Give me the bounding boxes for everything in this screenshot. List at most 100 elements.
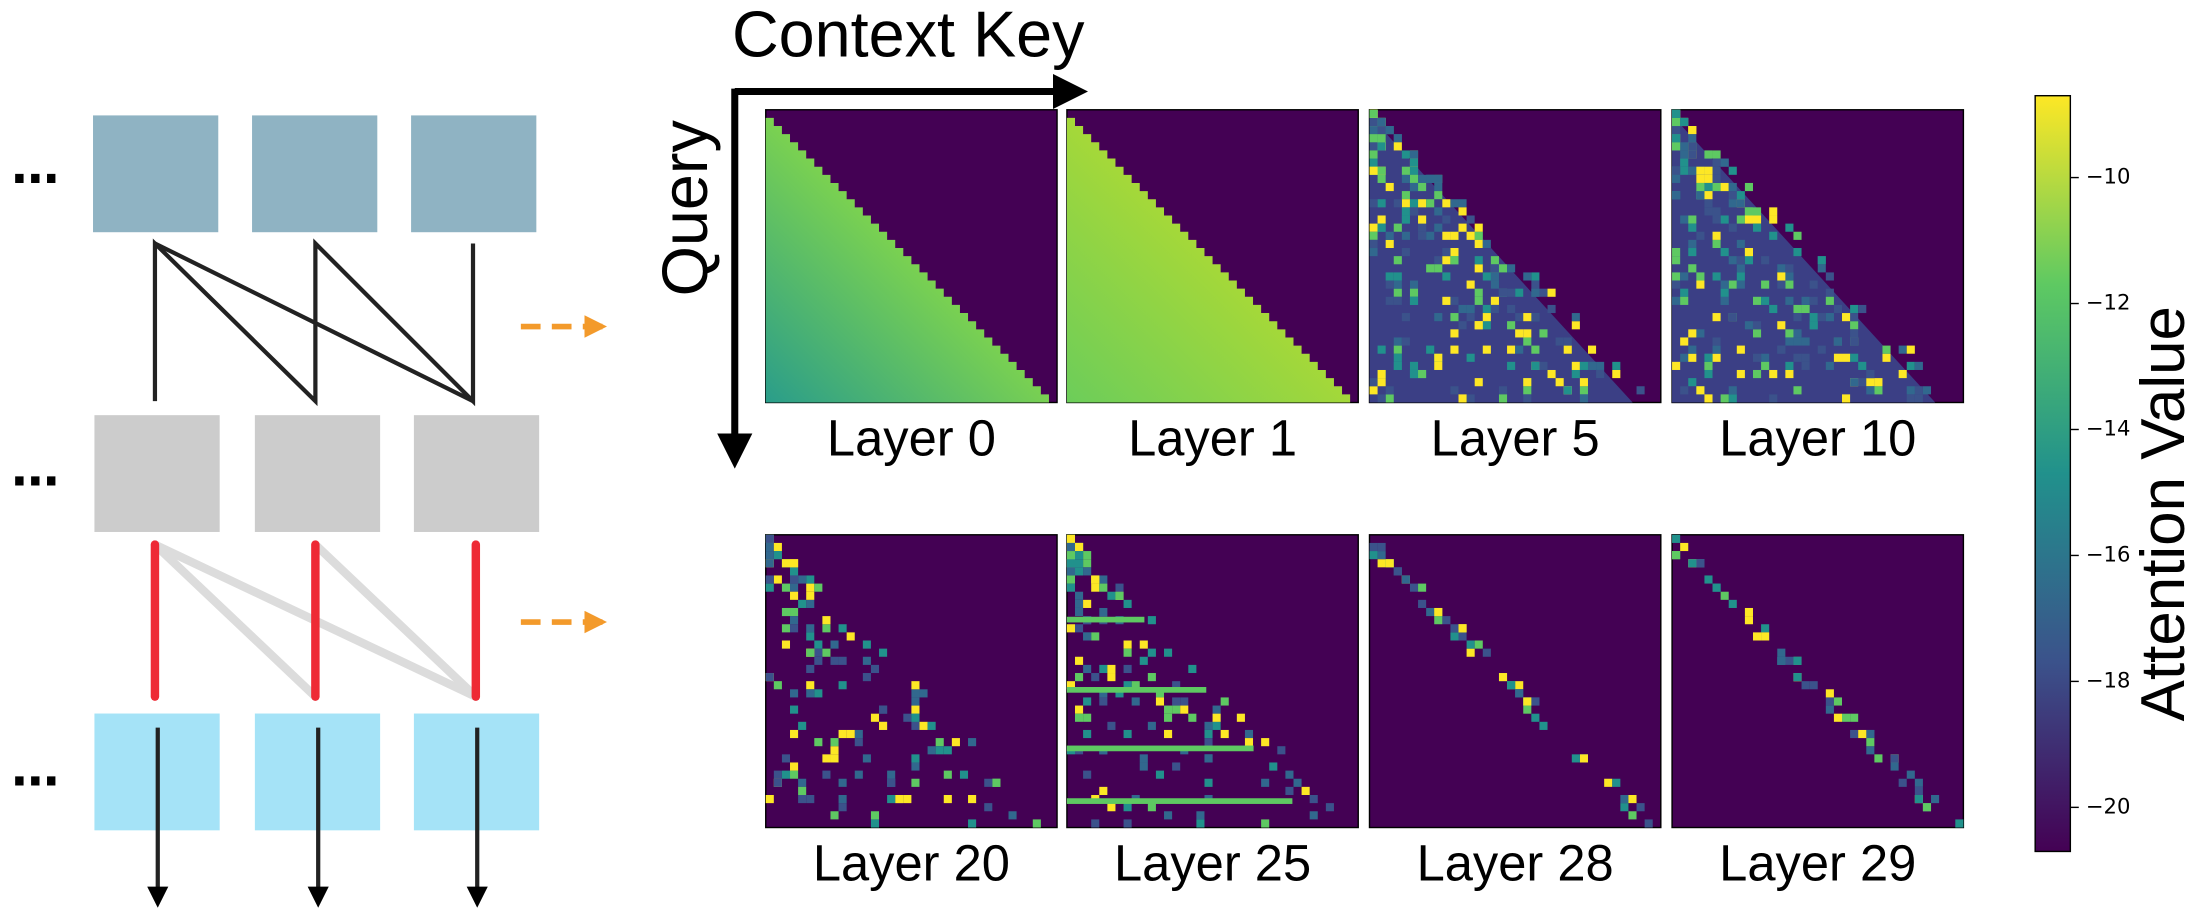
heatmap-cell: [870, 811, 880, 820]
heatmap-cell: [781, 770, 791, 779]
heatmap-cell: [1466, 215, 1475, 224]
heatmap-cell: [1409, 280, 1419, 289]
heatmap-cell: [1680, 166, 1689, 175]
heatmap-cell: [790, 559, 799, 568]
heatmap-cell: [1801, 337, 1810, 346]
heatmap-cell: [1850, 313, 1859, 322]
heatmap-cell: [1704, 166, 1713, 175]
heatmap-cell: [1728, 199, 1737, 208]
ellipsis: …: [11, 742, 59, 797]
heatmap-cell: [1458, 632, 1467, 641]
heatmap-cell: [1418, 215, 1427, 224]
heatmap-cell: [1688, 559, 1697, 568]
heatmap-cell: [1531, 313, 1540, 322]
heatmap-cell: [1325, 803, 1334, 812]
strong-links: [150, 540, 481, 701]
heatmap-cell: [1680, 158, 1689, 167]
heatmap-cell: [790, 607, 799, 617]
ellipsis: …: [11, 443, 59, 498]
tick-label: −20: [2086, 793, 2131, 818]
heatmap-cell: [1898, 345, 1907, 354]
heatmap-cell: [1612, 369, 1621, 379]
heatmap-cell: [1401, 150, 1410, 159]
heatmap-cell: [862, 640, 871, 649]
heatmap-cell: [1115, 583, 1124, 592]
heatmap-cell: [773, 575, 782, 584]
heatmap-cell: [1123, 664, 1132, 674]
heatmap-cell: [1075, 607, 1084, 617]
heatmap-cell: [1720, 158, 1729, 167]
heatmap-cell: [1401, 215, 1410, 224]
heatmap-cell: [1563, 345, 1572, 354]
heatmap-cell: [1720, 591, 1729, 600]
heatmap-cell: [1075, 705, 1084, 714]
heatmap-cell: [1874, 386, 1883, 395]
heatmap-cell: [1490, 280, 1499, 289]
heatmap-cell: [1620, 803, 1629, 812]
heatmap-cell: [1696, 166, 1705, 175]
heatmap-cell: [1688, 134, 1697, 143]
heatmap-cell: [846, 632, 855, 641]
heatmap-cell: [911, 705, 920, 714]
heatmap-cell: [1515, 689, 1524, 698]
heatmap-cell: [1809, 313, 1818, 322]
heatmap-cell: [879, 721, 888, 730]
heatmap-cell: [1474, 321, 1483, 330]
heatmap-cell: [1434, 256, 1443, 265]
orange-arrows: [520, 315, 607, 634]
heatmap-cell: [1099, 583, 1108, 592]
ellipsis: …: [11, 140, 59, 195]
heatmap-cell: [1450, 632, 1459, 641]
heatmap-cell: [1777, 648, 1786, 657]
heatmap-cell: [1401, 575, 1410, 584]
heatmap-cell: [927, 721, 936, 730]
heatmap-cell: [1728, 191, 1737, 200]
heatmap-cell: [1515, 345, 1524, 354]
heatmap-cell: [1401, 313, 1410, 322]
heatmap-cell: [1882, 353, 1891, 362]
heatmap-cell: [1712, 174, 1721, 183]
heatmap-cell: [790, 762, 799, 771]
heatmap-cell: [1728, 599, 1737, 608]
heatmap-cell: [830, 811, 839, 820]
heatmap-cell: [1761, 632, 1770, 641]
heatmap-cell: [1147, 648, 1156, 657]
heatmap-cell: [1555, 378, 1564, 387]
tick-label: −10: [2086, 164, 2131, 189]
heatmap-cell: [1728, 256, 1737, 265]
heatmap-cell: [773, 681, 782, 690]
heatmap-cell: [1744, 182, 1753, 192]
heatmap-cell: [1898, 369, 1907, 379]
heatmap-cell: [1555, 337, 1564, 346]
hidden-box: [413, 415, 540, 532]
heatmap-cell: [1418, 223, 1427, 232]
heatmap-cell: [1672, 280, 1681, 289]
heatmap-cell: [1704, 207, 1713, 216]
heatmap-cell: [1672, 191, 1681, 200]
heatmap-cell: [1688, 223, 1697, 232]
heatmap-cell: [1712, 231, 1721, 240]
colorbar-gradient: [2034, 94, 2072, 853]
heatmap-cell: [1123, 599, 1132, 608]
heatmap-cell: [1482, 313, 1491, 322]
heatmap-cell: [1825, 296, 1834, 305]
heatmap-cell: [798, 721, 807, 730]
heatmap-cell: [1850, 353, 1859, 362]
heatmap-cell: [1434, 607, 1443, 617]
heatmap-cell: [1123, 803, 1132, 812]
heatmap-cell: [1579, 361, 1588, 370]
heatmap-cell: [814, 738, 823, 747]
heatmap-cell: [830, 754, 839, 763]
heatmap-cell: [1066, 542, 1076, 552]
heatmap-cell: [1704, 353, 1713, 362]
heatmap-cell: [1369, 158, 1378, 167]
heatmap-cell: [838, 803, 847, 812]
heatmap-cell: [1301, 786, 1310, 795]
heatmap-cell: [838, 681, 847, 690]
heatmap-cell: [1401, 191, 1410, 200]
heatmap-cell: [862, 673, 871, 682]
heatmap-cell: [1418, 182, 1427, 192]
heatmap-cell: [790, 770, 799, 779]
heatmap-cell: [1680, 215, 1689, 224]
